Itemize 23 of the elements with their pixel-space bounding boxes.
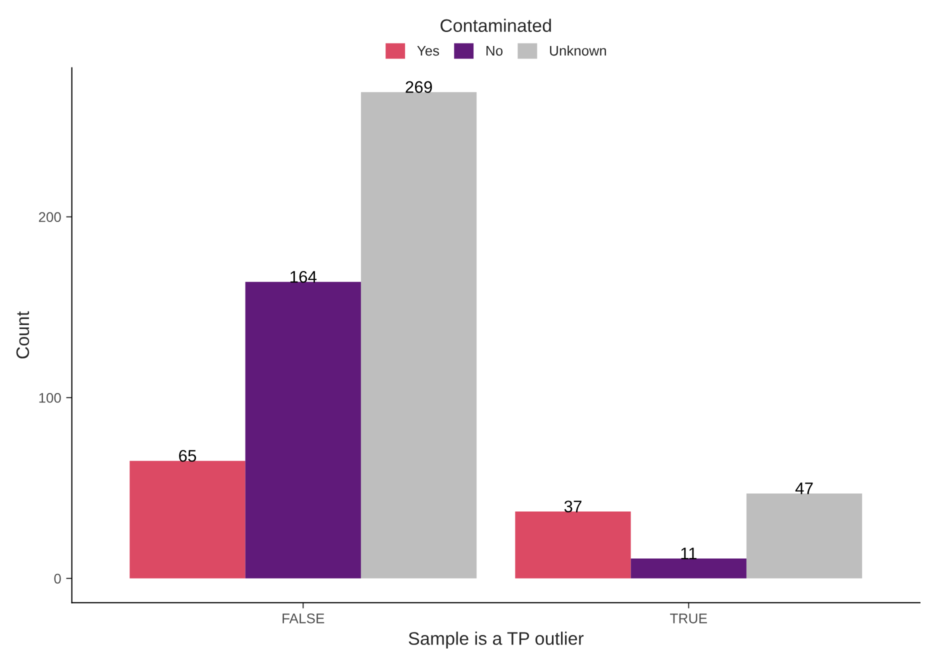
x-tick-label: FALSE (282, 614, 324, 624)
data-label: 37 (564, 500, 582, 512)
data-label: 11 (681, 548, 696, 560)
bar (130, 460, 246, 578)
y-axis-title: Count (16, 311, 30, 358)
x-axis-title: Sample is a TP outlier (408, 632, 584, 648)
x-tick-label: TRUE (670, 614, 707, 624)
bar (515, 512, 631, 578)
legend-label: Unknown (550, 45, 606, 56)
legend-label: Yes (417, 46, 440, 56)
legend-title: Contaminated (440, 18, 551, 32)
y-tick-label: 200 (38, 212, 61, 222)
bar (360, 92, 477, 578)
bar (245, 282, 361, 578)
data-label: 164 (290, 270, 317, 283)
bar (630, 558, 746, 578)
y-tick-label: 0 (54, 574, 61, 584)
data-label: 65 (179, 450, 196, 462)
bar (746, 493, 862, 578)
legend-label: No (486, 46, 503, 56)
data-label: 269 (406, 81, 432, 93)
data-label: 47 (795, 482, 813, 494)
y-tick-label: 100 (39, 392, 61, 403)
